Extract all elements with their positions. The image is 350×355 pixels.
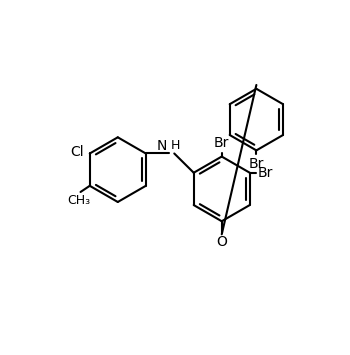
- Text: Br: Br: [249, 157, 264, 170]
- Text: Br: Br: [258, 166, 273, 180]
- Text: N: N: [156, 139, 167, 153]
- Text: CH₃: CH₃: [68, 194, 91, 207]
- Text: Br: Br: [214, 136, 229, 151]
- Text: Cl: Cl: [70, 145, 84, 159]
- Text: H: H: [170, 139, 180, 152]
- Text: O: O: [216, 235, 227, 249]
